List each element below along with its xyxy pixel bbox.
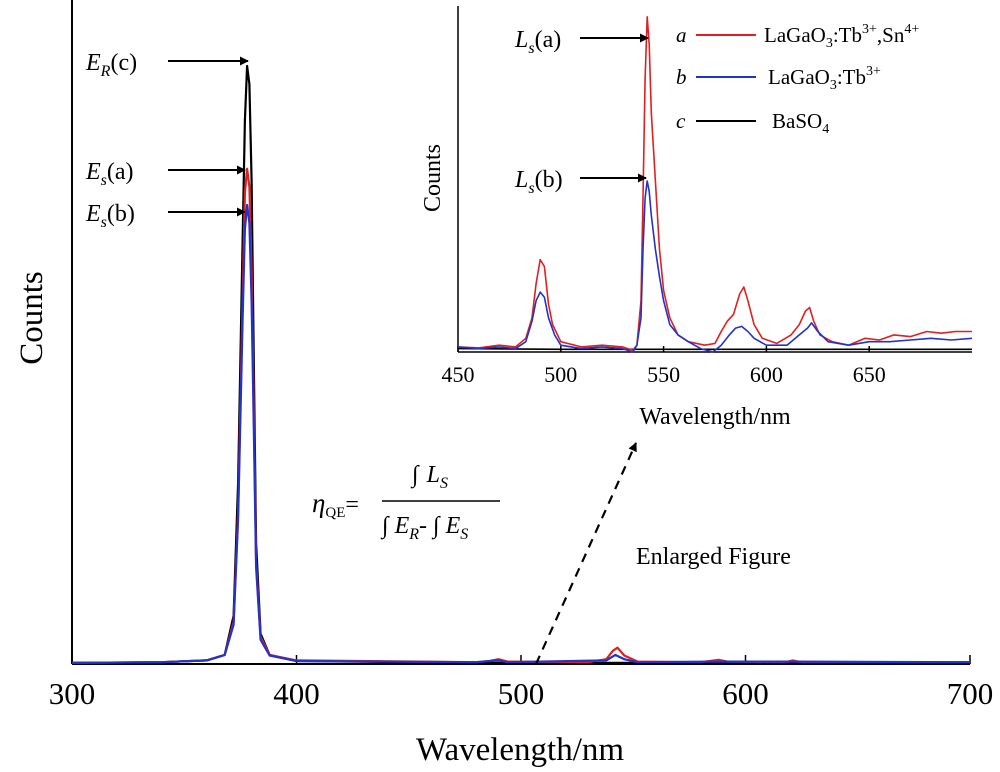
main-series-a-line bbox=[71, 167, 970, 664]
inset-x-tick-label: 500 bbox=[544, 362, 577, 387]
annotation-er-c: ER(c) bbox=[85, 50, 137, 80]
legend-key-a: a bbox=[676, 23, 687, 47]
inset-legend: a LaGaO3:Tb3+,Sn4+ b LaGaO3:Tb3+ c BaSO4 bbox=[676, 22, 919, 137]
main-y-axis-title: Counts bbox=[14, 271, 50, 365]
legend-label-c: BaSO4 bbox=[772, 109, 829, 137]
main-series-group bbox=[71, 64, 971, 664]
inset-x-tick-label: 450 bbox=[442, 362, 475, 387]
main-x-tick-label: 700 bbox=[947, 676, 994, 711]
annotation-enlarged-figure: Enlarged Figure bbox=[636, 544, 791, 570]
legend-key-b: b bbox=[676, 65, 687, 89]
annotation-ls-a: Ls(a) bbox=[514, 27, 561, 57]
legend-entry-b: b LaGaO3:Tb3+ bbox=[676, 64, 881, 93]
inset-series-group bbox=[457, 16, 973, 353]
main-plot: 300 400 500 600 700 Wavelength/nm Counts bbox=[14, 0, 993, 768]
inset-x-tick-label: 550 bbox=[647, 362, 680, 387]
formula-lhs: ηQE= bbox=[312, 488, 359, 521]
main-x-tick-label: 600 bbox=[722, 676, 769, 711]
annotation-es-b: Es(b) bbox=[85, 201, 135, 231]
legend-label-b: LaGaO3:Tb3+ bbox=[768, 64, 881, 93]
main-series-b-line bbox=[71, 203, 971, 664]
main-x-tick-label: 300 bbox=[49, 676, 96, 711]
main-annotations: ER(c) Es(a) Es(b) ηQE= ∫ LS ∫ ER- ∫ ES Enla… bbox=[85, 50, 791, 665]
inset-plot: 450 500 550 600 650 Wavelength/nm Counts Ls(… bbox=[420, 6, 973, 430]
main-x-tick-label: 500 bbox=[498, 676, 545, 711]
inset-series-b-line bbox=[457, 180, 973, 353]
inset-x-ticks: 450 500 550 600 650 bbox=[442, 346, 886, 387]
arrow-enlarged bbox=[534, 442, 638, 665]
main-series-c-line bbox=[71, 64, 970, 664]
inset-x-tick-label: 600 bbox=[750, 362, 783, 387]
formula-denominator: ∫ ER- ∫ ES bbox=[380, 513, 468, 543]
legend-key-c: c bbox=[676, 109, 686, 133]
main-x-tick-label: 400 bbox=[273, 676, 320, 711]
inset-x-axis-title: Wavelength/nm bbox=[639, 404, 791, 430]
inset-y-axis-title: Counts bbox=[420, 144, 446, 212]
legend-entry-c: c BaSO4 bbox=[676, 109, 829, 137]
quantum-efficiency-formula: ηQE= ∫ LS ∫ ER- ∫ ES bbox=[312, 462, 500, 543]
inset-series-c-line bbox=[457, 347, 972, 351]
annotation-ls-b: Ls(b) bbox=[514, 167, 563, 197]
main-x-ticks: 300 400 500 600 700 bbox=[49, 655, 994, 711]
legend-label-a: LaGaO3:Tb3+,Sn4+ bbox=[764, 22, 919, 51]
inset-x-tick-label: 650 bbox=[853, 362, 886, 387]
formula-numerator: ∫ LS bbox=[410, 462, 448, 492]
annotation-es-a: Es(a) bbox=[85, 159, 134, 189]
main-x-axis-title: Wavelength/nm bbox=[416, 732, 624, 768]
legend-entry-a: a LaGaO3:Tb3+,Sn4+ bbox=[676, 22, 919, 51]
